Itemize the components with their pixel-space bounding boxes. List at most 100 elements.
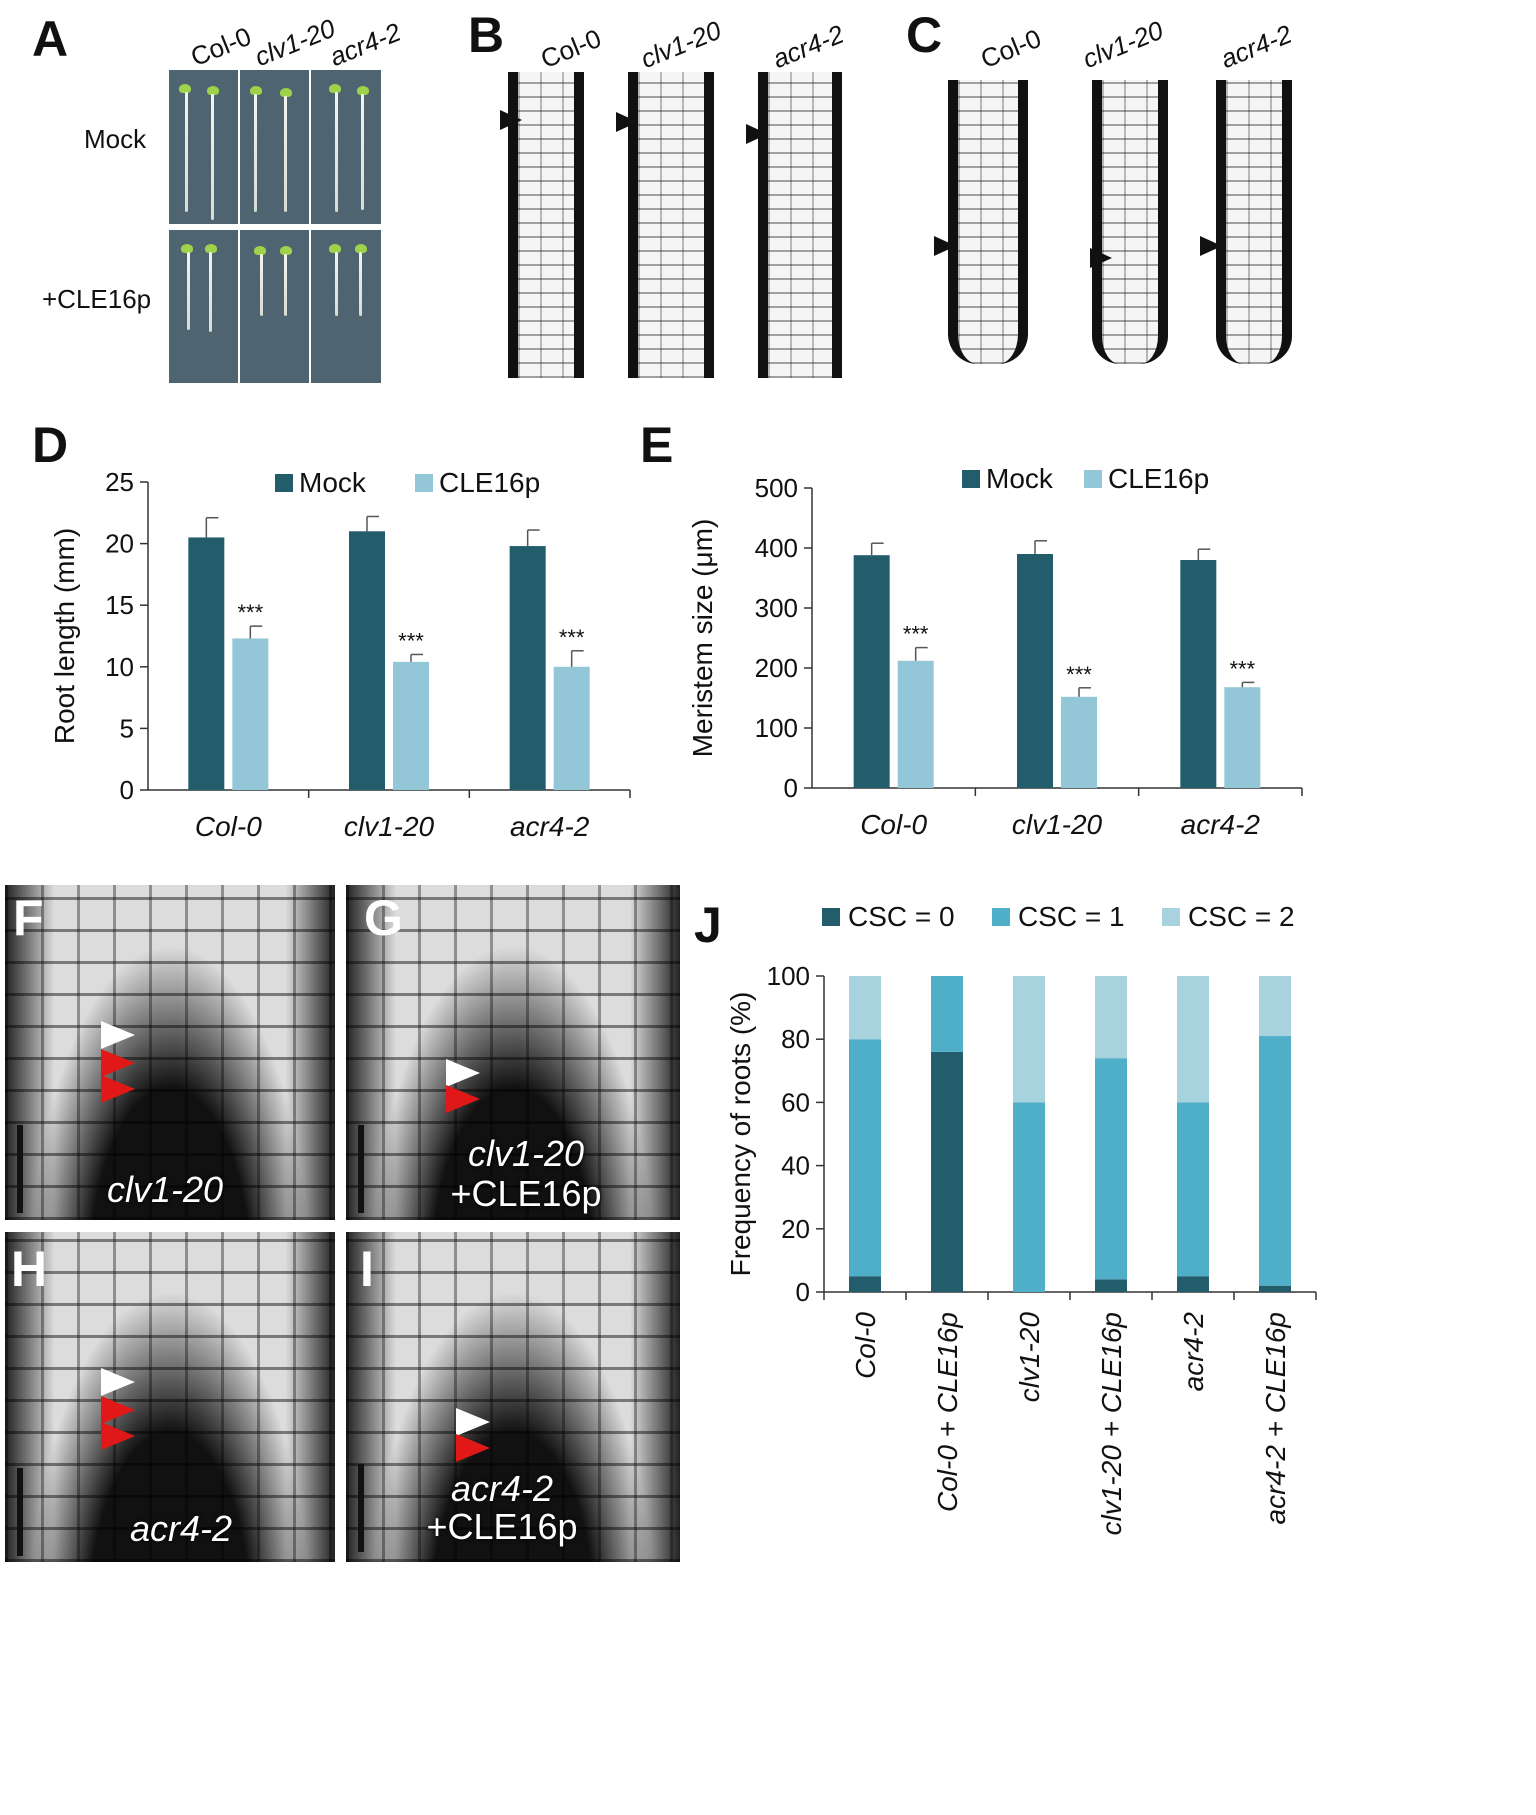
qc-white-arrowhead (456, 1408, 490, 1436)
legend-label-mock: Mock (986, 463, 1054, 494)
y-tick-label: 80 (781, 1024, 810, 1054)
stacked-bar-segment-csc0 (1177, 1276, 1209, 1292)
y-tick-label: 5 (120, 713, 134, 743)
stacked-bar-segment-csc2 (849, 976, 881, 1040)
csc-red-arrowhead (101, 1075, 135, 1103)
stacked-bar-segment-csc1 (1095, 1058, 1127, 1280)
y-tick-label: 500 (755, 473, 798, 503)
panel-a-col-label-col0: Col-0 (186, 20, 256, 73)
x-tick-label: acr4-2 + CLE16p (1260, 1312, 1291, 1524)
bar-cle16p (232, 638, 269, 790)
panel-b-col-label-acr4: acr4-2 (768, 18, 848, 75)
y-tick-label: 15 (105, 590, 134, 620)
panel-c-root-image-col0 (948, 80, 1028, 364)
panel-letter-b: B (468, 7, 505, 63)
panel-h-caption: acr4-2 (129, 1508, 233, 1549)
panel-g-root-tip-image: G clv1-20 +CLE16p (346, 885, 680, 1220)
y-tick-label: 200 (755, 653, 798, 683)
stacked-bar-segment-csc0 (1259, 1285, 1291, 1292)
panel-c-col-label-acr4: acr4-2 (1216, 18, 1296, 75)
legend-label-mock: Mock (299, 467, 367, 498)
panel-a-row-label-mock: Mock (84, 124, 147, 154)
chart-d-root-length: 0 5 10 15 20 25 Root length (mm) *** Col-0 *** clv… (49, 467, 631, 842)
panel-g-caption: clv1-20 (467, 1133, 585, 1174)
scale-bar (17, 1125, 23, 1213)
significance-label: *** (237, 600, 263, 625)
panel-i-caption: acr4-2 (450, 1468, 554, 1509)
significance-label: *** (1066, 662, 1092, 687)
y-tick-label: 400 (755, 533, 798, 563)
y-tick-label: 300 (755, 593, 798, 623)
bar-cle16p (393, 661, 429, 790)
scale-bar (17, 1468, 23, 1556)
y-tick-label: 25 (105, 467, 134, 497)
seedling-plate-cle16p-acr4 (311, 230, 381, 383)
y-axis-label: Meristem size (μm) (687, 519, 718, 758)
significance-label: *** (1229, 656, 1255, 681)
x-tick-label: Col-0 (850, 1312, 881, 1379)
panel-f-caption: clv1-20 (106, 1169, 224, 1210)
y-tick-label: 40 (781, 1151, 810, 1181)
stacked-bar-segment-csc2 (1095, 976, 1127, 1059)
csc-red-arrowhead (446, 1085, 480, 1113)
seedling-plate-mock-clv1 (240, 70, 309, 224)
bar-mock (1180, 560, 1217, 788)
csc-red-arrowhead (101, 1396, 135, 1424)
y-tick-label: 60 (781, 1087, 810, 1117)
stacked-bar-segment-csc0 (1095, 1279, 1127, 1292)
panel-b-root-image-acr4 (758, 72, 842, 378)
y-tick-label: 10 (105, 652, 134, 682)
x-tick-label: clv1-20 (1014, 1312, 1045, 1403)
panel-letter-d: D (32, 417, 69, 473)
bar-mock (509, 546, 546, 790)
panel-a-col-label-acr4: acr4-2 (325, 16, 405, 73)
legend-swatch-mock (275, 474, 293, 492)
x-tick-label: clv1-20 + CLE16p (1096, 1312, 1127, 1535)
bar-mock (188, 537, 225, 790)
panel-i-root-tip-image: I acr4-2 +CLE16p (346, 1232, 680, 1562)
panel-letter-j: J (694, 897, 722, 953)
bar-cle16p (1224, 687, 1261, 788)
stacked-bar-segment-csc1 (1259, 1036, 1291, 1286)
panel-b-col-label-clv1: clv1-20 (636, 14, 726, 75)
x-tick-label: Col-0 (195, 811, 262, 842)
panel-c-col-label-col0: Col-0 (976, 22, 1046, 75)
qc-white-arrowhead (446, 1059, 480, 1087)
y-tick-label: 20 (105, 529, 134, 559)
significance-label: *** (559, 625, 585, 650)
stacked-bar-segment-csc2 (1177, 976, 1209, 1103)
csc-red-arrowhead (101, 1422, 135, 1450)
seedling-plate-cle16p-clv1 (240, 230, 309, 383)
chart-j-csc-frequency: 0 20 40 60 80 100 Frequency of roots (%) Col-0 C… (725, 901, 1317, 1535)
seedling-plate-cle16p-col0 (169, 230, 238, 383)
y-tick-label: 0 (120, 775, 134, 805)
legend-label-csc0: CSC = 0 (848, 901, 955, 932)
y-axis-label: Root length (mm) (49, 528, 80, 744)
scale-bar (358, 1464, 364, 1552)
legend-label-csc2: CSC = 2 (1188, 901, 1295, 932)
bar-mock (1017, 554, 1053, 788)
panel-letter-g: G (364, 890, 403, 946)
panel-letter-a: A (32, 11, 69, 67)
bar-cle16p (897, 660, 934, 788)
panel-letter-h: H (11, 1241, 48, 1297)
meristem-boundary-arrow (934, 236, 956, 256)
qc-white-arrowhead (101, 1021, 135, 1049)
panel-b-root-image-col0 (508, 72, 584, 378)
legend-swatch-csc2 (1162, 908, 1180, 926)
csc-red-arrowhead (456, 1434, 490, 1462)
bar-cle16p (1061, 696, 1097, 788)
meristem-boundary-arrow (746, 124, 768, 144)
seedling-plate-mock-col0 (169, 70, 238, 224)
x-tick-label: Col-0 (860, 809, 927, 840)
panel-letter-e: E (640, 417, 674, 473)
qc-white-arrowhead (101, 1368, 135, 1396)
legend-swatch-csc0 (822, 908, 840, 926)
panel-letter-c: C (906, 7, 943, 63)
legend-swatch-cle16p (415, 474, 433, 492)
bar-mock (853, 555, 890, 788)
seedling-plate-mock-acr4 (311, 70, 381, 224)
stacked-bar-segment-csc0 (849, 1276, 881, 1292)
stacked-bar-segment-csc1 (931, 976, 963, 1052)
bar-cle16p (553, 666, 590, 790)
